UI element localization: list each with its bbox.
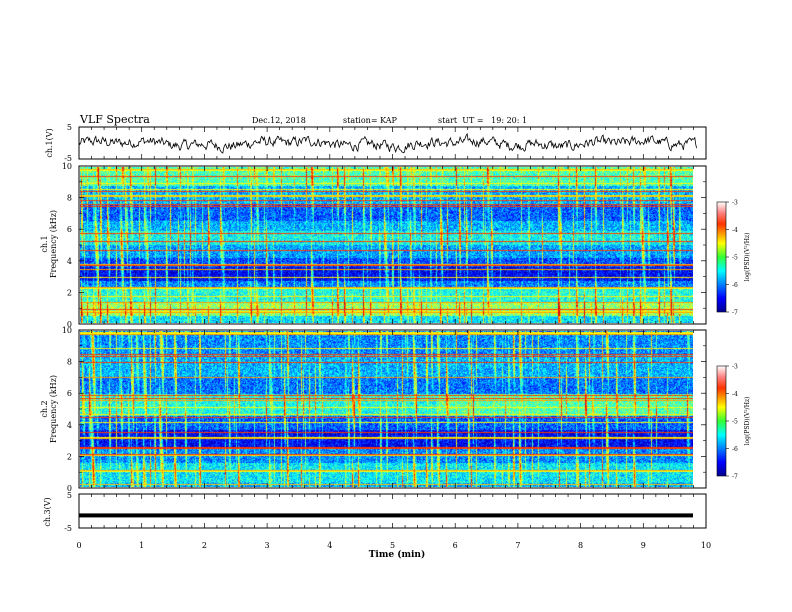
frequency-tick-label: 2 <box>67 452 72 461</box>
time-tick-label: 2 <box>202 541 207 550</box>
ch2-spectrogram-ylabel-line2: Frequency (kHz) <box>49 375 58 443</box>
frequency-tick-label: 6 <box>67 389 72 398</box>
ch1-colorbar-bar <box>716 201 727 313</box>
time-tick-label: 1 <box>139 541 144 550</box>
ch2-spectrogram-panel: 0 2 4 6 8 10 ch.2 Frequency (kHz) <box>40 326 707 493</box>
time-tick-label: 7 <box>515 541 520 550</box>
ch1-waveform-trace <box>78 132 697 154</box>
ch1-spectrogram-panel: 0 2 4 6 8 10 ch.1 Frequency (kHz) <box>40 162 707 329</box>
ch3-waveform-ytick-bottom: -5 <box>64 524 72 533</box>
ch1-spectrogram-ylabel-line2: Frequency (kHz) <box>49 210 58 278</box>
time-axis-label: Time (min) <box>369 549 426 560</box>
ch1-waveform-panel: 5 -5 ch.1(V) <box>45 123 707 163</box>
frequency-tick-label: 0 <box>67 320 72 329</box>
ch1-spectrogram-image <box>80 167 693 323</box>
ch1-spectrogram-xticks <box>78 166 707 324</box>
colorbar-tick-label: -5 <box>732 255 738 262</box>
time-tick-label: 9 <box>641 541 646 550</box>
date-label: Dec.12, 2018 <box>252 116 306 125</box>
ch1-spectrogram-yticks: 0 2 4 6 8 10 <box>62 162 706 329</box>
ch1-colorbar-label: log(PSD)(V²/Hz) <box>744 233 751 282</box>
colorbar-tick-label: -5 <box>732 419 738 426</box>
ch2-colorbar: -3 -4 -5 -6 -7 log(PSD)(V²/Hz) <box>716 364 751 481</box>
time-tick-label: 10 <box>701 541 711 550</box>
frequency-tick-label: 6 <box>67 225 72 234</box>
ch1-waveform-ytick-top: 5 <box>67 123 72 132</box>
figure-title: VLF Spectra <box>79 113 150 126</box>
time-tick-label: 0 <box>76 541 81 550</box>
time-tick-label: 6 <box>453 541 458 550</box>
time-tick-label: 4 <box>327 541 332 550</box>
colorbar-tick-label: -3 <box>732 200 738 207</box>
colorbar-tick-label: -6 <box>732 446 738 453</box>
frequency-tick-label: 0 <box>67 484 72 493</box>
frequency-tick-label: 8 <box>67 358 72 367</box>
ch1-spectrogram-ylabel-line1: ch.1 <box>40 235 49 252</box>
ch2-colorbar-ticks: -3 -4 -5 -6 -7 <box>726 364 738 481</box>
ch3-waveform-frame <box>78 493 707 529</box>
ch2-colorbar-bar <box>716 365 727 477</box>
colorbar-tick-label: -7 <box>732 474 738 481</box>
start-ut-label: start UT = 19: 20: 1 <box>438 116 527 125</box>
time-tick-label: 8 <box>578 541 583 550</box>
time-tick-label: 3 <box>265 541 270 550</box>
time-tick-label: 5 <box>390 541 395 550</box>
ch3-waveform-trace <box>79 513 693 518</box>
ch1-colorbar-ticks: -3 -4 -5 -6 -7 <box>726 200 738 317</box>
ch1-waveform-ticks <box>78 127 707 159</box>
station-label: station= KAP <box>343 116 398 125</box>
ch3-waveform-panel: 5 -5 ch.3(V) <box>43 491 707 533</box>
time-axis-tick-labels: 0 1 2 3 4 5 6 7 8 9 10 <box>76 541 711 550</box>
frequency-tick-label: 4 <box>67 257 72 266</box>
colorbar-tick-label: -3 <box>732 364 738 371</box>
colorbar-tick-label: -7 <box>732 310 738 317</box>
frequency-tick-label: 10 <box>62 162 72 171</box>
frequency-tick-label: 2 <box>67 288 72 297</box>
ch3-waveform-ylabel: ch.3(V) <box>43 497 52 526</box>
ch2-spectrogram-yticks: 0 2 4 6 8 10 <box>62 326 706 493</box>
frequency-tick-label: 4 <box>67 421 72 430</box>
colorbar-tick-label: -4 <box>732 227 738 234</box>
frequency-tick-label: 10 <box>62 326 72 335</box>
frequency-tick-label: 8 <box>67 194 72 203</box>
colorbar-tick-label: -4 <box>732 391 738 398</box>
ch2-spectrogram-ylabel-line1: ch.2 <box>40 400 49 417</box>
ch2-colorbar-label: log(PSD)(V²/Hz) <box>744 397 751 446</box>
ch1-colorbar: -3 -4 -5 -6 -7 log(PSD)(V²/Hz) <box>716 200 751 317</box>
ch3-waveform-ytick-top: 5 <box>67 491 72 500</box>
ch2-spectrogram-image <box>80 331 693 487</box>
ch1-waveform-ytick-bottom: -5 <box>64 154 72 163</box>
colorbar-tick-label: -6 <box>732 282 738 289</box>
ch2-spectrogram-xticks <box>78 330 707 488</box>
ch1-waveform-ylabel: ch.1(V) <box>45 128 54 157</box>
ch3-waveform-ticks <box>78 494 707 528</box>
